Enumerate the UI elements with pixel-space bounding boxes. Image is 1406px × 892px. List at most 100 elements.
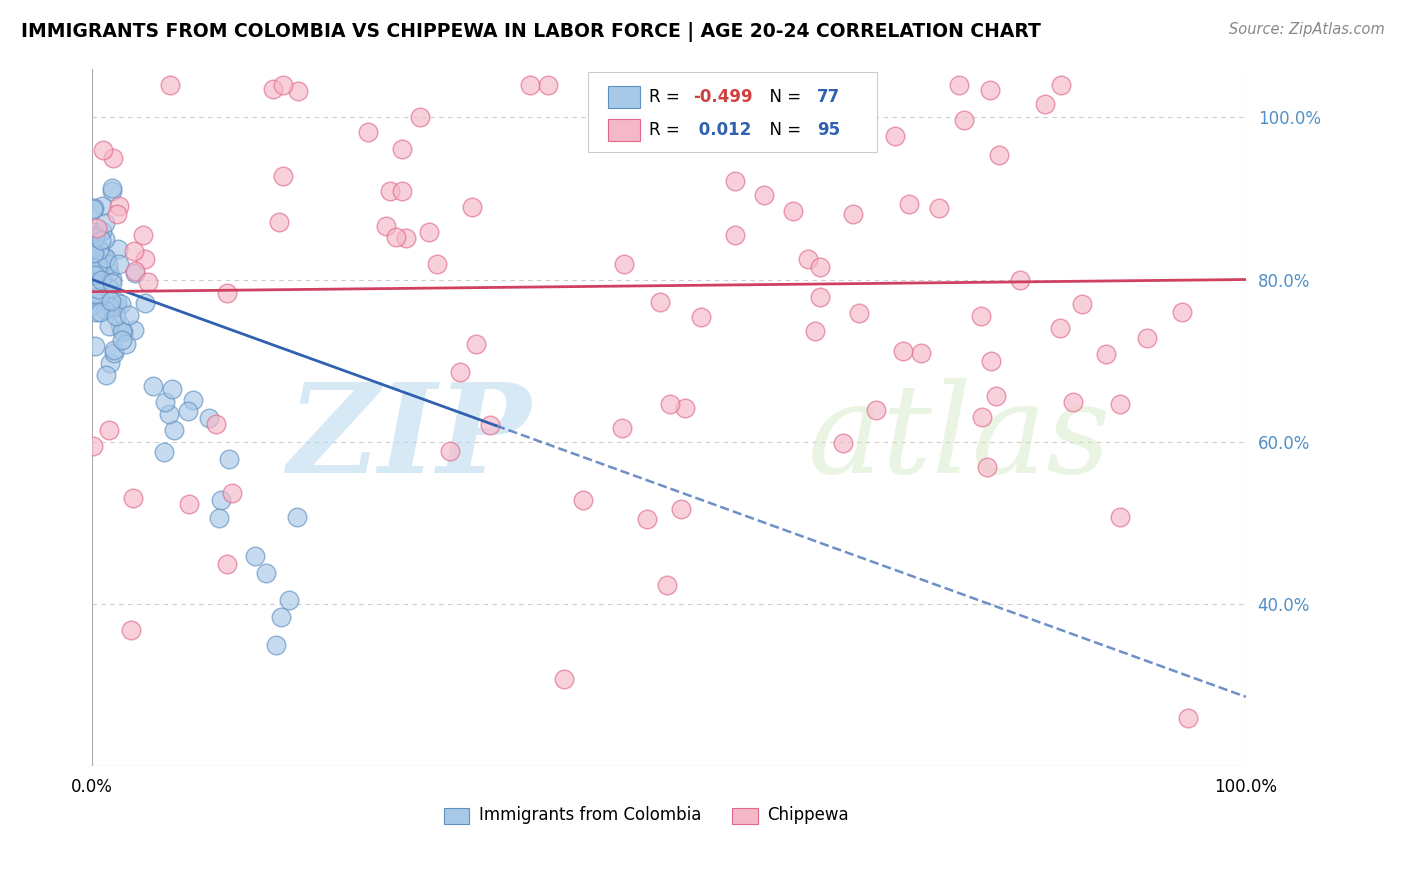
Point	[197, 410, 219, 425]
Point	[980, 354, 1002, 368]
Point	[142, 379, 165, 393]
Point	[553, 672, 575, 686]
Point	[395, 231, 418, 245]
Point	[86, 296, 108, 310]
Point	[84, 261, 107, 276]
Point	[221, 486, 243, 500]
Point	[87, 260, 110, 275]
Point	[103, 343, 125, 357]
Point	[804, 324, 827, 338]
Text: 77: 77	[817, 87, 839, 106]
Point	[152, 445, 174, 459]
Point	[101, 181, 124, 195]
Point	[134, 252, 156, 266]
Point	[86, 221, 108, 235]
Point	[1070, 297, 1092, 311]
Point	[97, 281, 120, 295]
Point	[724, 228, 747, 243]
Point	[83, 201, 105, 215]
Point	[418, 225, 440, 239]
Point	[782, 203, 804, 218]
Point	[883, 129, 905, 144]
Point	[90, 272, 112, 286]
Point	[101, 272, 124, 286]
FancyBboxPatch shape	[607, 87, 640, 109]
Point	[159, 78, 181, 92]
Point	[464, 337, 486, 351]
Point	[87, 243, 110, 257]
Point	[209, 492, 232, 507]
Point	[537, 78, 560, 92]
Point	[94, 368, 117, 383]
Point	[267, 215, 290, 229]
Point	[103, 346, 125, 360]
Point	[155, 394, 177, 409]
Point	[865, 403, 887, 417]
Point	[101, 152, 124, 166]
Point	[650, 294, 672, 309]
Text: R =: R =	[650, 120, 685, 139]
Point	[93, 216, 115, 230]
Point	[659, 397, 682, 411]
Point	[572, 493, 595, 508]
Point	[93, 232, 115, 246]
Point	[107, 242, 129, 256]
Point	[724, 174, 747, 188]
Point	[177, 404, 200, 418]
Point	[810, 260, 832, 274]
Point	[976, 460, 998, 475]
Point	[972, 409, 994, 424]
Point	[83, 242, 105, 256]
Point	[94, 251, 117, 265]
Point	[461, 201, 484, 215]
Point	[827, 78, 849, 92]
Point	[953, 113, 976, 128]
FancyBboxPatch shape	[607, 120, 640, 142]
Text: N =: N =	[759, 87, 807, 106]
Point	[1109, 510, 1132, 524]
Point	[357, 125, 380, 139]
Point	[375, 219, 398, 233]
Point	[266, 638, 288, 652]
Point	[439, 443, 461, 458]
Point	[82, 439, 104, 453]
Point	[122, 491, 145, 505]
Point	[245, 549, 267, 563]
Point	[655, 577, 678, 591]
Point	[636, 511, 658, 525]
Point	[136, 275, 159, 289]
Point	[770, 78, 793, 92]
Point	[108, 257, 131, 271]
Point	[970, 309, 993, 323]
Point	[262, 81, 284, 95]
Point	[118, 308, 141, 322]
Point	[105, 207, 128, 221]
Point	[98, 301, 121, 315]
Point	[765, 78, 787, 92]
Point	[82, 300, 104, 314]
Point	[157, 407, 180, 421]
Point	[87, 259, 110, 273]
Point	[1109, 397, 1132, 411]
Text: Source: ZipAtlas.com: Source: ZipAtlas.com	[1229, 22, 1385, 37]
Point	[84, 251, 107, 265]
Point	[1136, 331, 1159, 345]
Point	[181, 392, 204, 407]
Point	[948, 78, 970, 92]
Point	[134, 296, 156, 310]
Point	[271, 78, 294, 92]
FancyBboxPatch shape	[588, 72, 877, 153]
Point	[277, 593, 299, 607]
Point	[84, 268, 107, 283]
Point	[87, 282, 110, 296]
Point	[928, 202, 950, 216]
Point	[160, 382, 183, 396]
Point	[217, 558, 239, 572]
Point	[1094, 347, 1116, 361]
Point	[1177, 711, 1199, 725]
Point	[100, 184, 122, 198]
Point	[449, 366, 471, 380]
Point	[91, 144, 114, 158]
Point	[519, 78, 541, 92]
Point	[1171, 305, 1194, 319]
